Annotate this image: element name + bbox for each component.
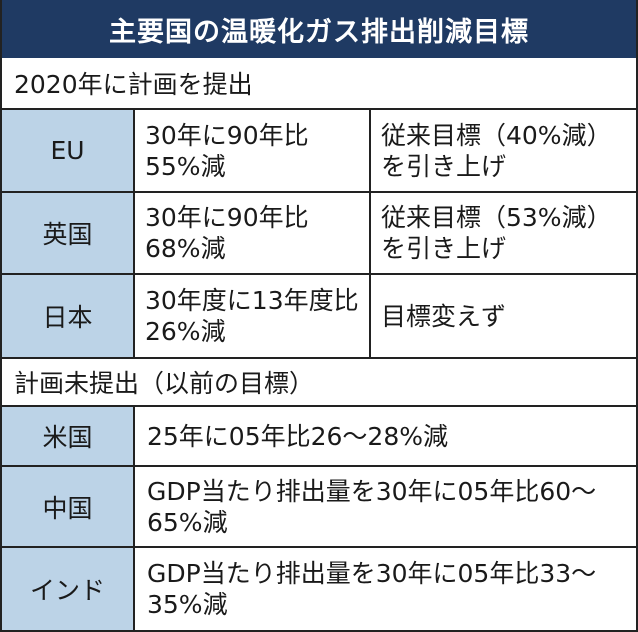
- table-row: インド GDP当たり排出量を30年に05年比33〜35%減: [2, 548, 636, 630]
- country-label: 英国: [2, 193, 135, 273]
- table-row: 米国 25年に05年比26〜28%減: [2, 407, 636, 467]
- country-label: EU: [2, 110, 135, 191]
- note-cell: 従来目標（40%減）を引き上げ: [381, 120, 612, 181]
- country-label: インド: [2, 548, 135, 630]
- country-label: 中国: [2, 467, 135, 546]
- target-cell: 25年に05年比26〜28%減: [147, 421, 449, 451]
- section-heading: 2020年に計画を提出: [2, 58, 636, 110]
- table-row: EU 30年に90年比55%減 従来目標（40%減）を引き上げ: [2, 110, 636, 193]
- note-cell: 従来目標（53%減）を引き上げ: [381, 203, 612, 263]
- target-cell: 30年に90年比55%減: [135, 110, 371, 191]
- table-row: 中国 GDP当たり排出量を30年に05年比60〜65%減: [2, 467, 636, 548]
- table-row: 英国 30年に90年比68%減 従来目標（53%減）を引き上げ: [2, 193, 636, 275]
- note-cell: 目標変えず: [381, 301, 507, 331]
- section-heading: 計画未提出（以前の目標）: [2, 359, 636, 407]
- country-label: 日本: [2, 275, 135, 357]
- target-cell: 30年に90年比68%減: [135, 193, 371, 273]
- target-cell: 30年度に13年度比26%減: [135, 275, 371, 357]
- table-title: 主要国の温暖化ガス排出削減目標: [2, 0, 636, 58]
- target-cell: GDP当たり排出量を30年に05年比60〜65%減: [147, 476, 597, 537]
- target-cell: GDP当たり排出量を30年に05年比33〜35%減: [147, 559, 597, 619]
- table-row: 日本 30年度に13年度比26%減 目標変えず: [2, 275, 636, 359]
- country-label: 米国: [2, 407, 135, 465]
